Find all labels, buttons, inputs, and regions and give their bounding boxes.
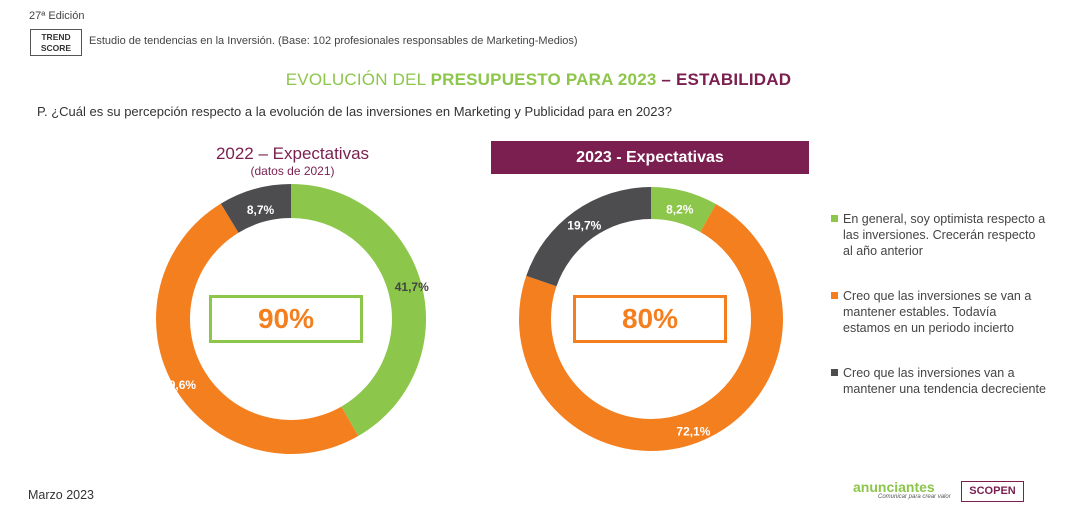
legend-swatch-orange [831, 292, 838, 299]
data-label-2022-stable: 49,6% [162, 378, 196, 392]
legend-label-decreasing: Creo que las inversiones van a mantener … [843, 366, 1046, 396]
legend-item-decreasing: Creo que las inversiones van a mantener … [831, 365, 1046, 397]
legend-item-stable: Creo que las inversiones se van a manten… [831, 288, 1046, 336]
trend-score-logo: TREND SCORE [30, 29, 82, 56]
data-label-2022-decreasing: 8,7% [247, 203, 275, 217]
survey-question: P. ¿Cuál es su percepción respecto a la … [37, 104, 672, 119]
legend-item-optimist: En general, soy optimista respecto a las… [831, 211, 1046, 259]
chart-2022-title: 2022 – Expectativas [215, 144, 370, 163]
title-part2: PRESUPUESTO PARA 2023 [430, 70, 657, 89]
data-label-2023-optimist: 8,2% [666, 203, 694, 217]
slice-2022-stable [156, 203, 359, 454]
chart-2023-center-box: 80% [573, 295, 727, 343]
chart-2023-title: 2023 - Expectativas [491, 141, 809, 174]
page-title: EVOLUCIÓN DEL PRESUPUESTO PARA 2023 – ES… [0, 70, 1077, 90]
slice-2022-decreasing [220, 184, 291, 233]
legend-label-optimist: En general, soy optimista respecto a las… [843, 212, 1046, 258]
trend-score-logo-line2: SCORE [40, 43, 72, 53]
anunciantes-tagline: Comunicar para crear valor [878, 494, 951, 500]
trend-score-logo-line1: TREND [41, 32, 71, 42]
chart-2022-subtitle: (datos de 2021) [250, 164, 335, 178]
slice-2023-decreasing [526, 187, 651, 287]
title-part3: – [656, 70, 677, 89]
slice-2023-optimist [651, 187, 717, 232]
data-label-2023-stable: 72,1% [676, 424, 710, 438]
legend-swatch-grey [831, 369, 838, 376]
title-part1: EVOLUCIÓN DEL [285, 70, 431, 89]
chart-2022-center-box: 90% [209, 295, 363, 343]
data-label-2023-decreasing: 19,7% [567, 218, 601, 232]
legend-swatch-green [831, 215, 838, 222]
study-description: Estudio de tendencias en la Inversión. (… [89, 35, 578, 47]
edition-label: 27ª Edición [29, 10, 85, 22]
scopen-logo: SCOPEN [961, 481, 1024, 502]
anunciantes-logo: anunciantes [853, 479, 935, 495]
slice-2022-optimist [291, 184, 426, 437]
legend-label-stable: Creo que las inversiones se van a manten… [843, 289, 1032, 335]
footer-date: Marzo 2023 [28, 488, 95, 502]
data-label-2022-optimist: 41,7% [395, 280, 429, 294]
title-part4: ESTABILIDAD [676, 70, 792, 89]
